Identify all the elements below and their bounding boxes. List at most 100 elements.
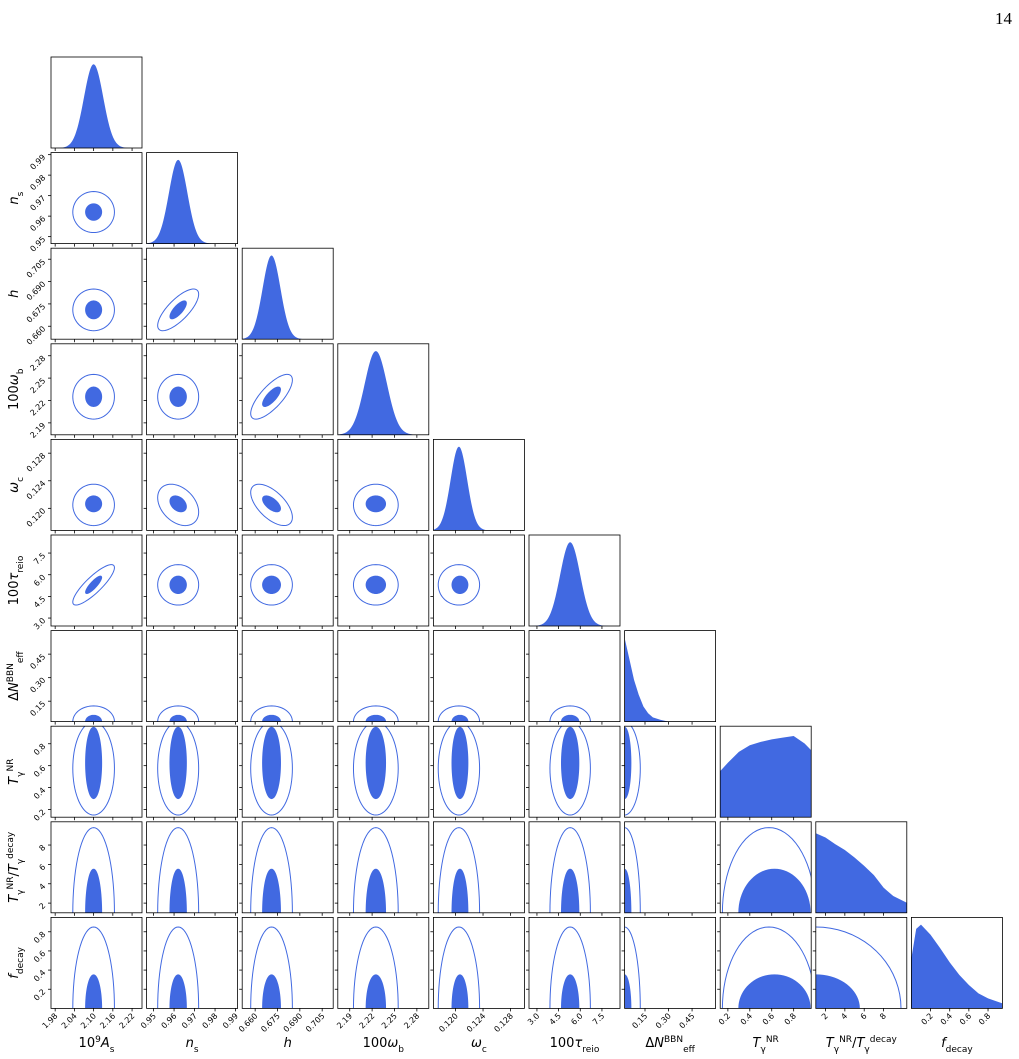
- label-part: N: [7, 682, 22, 692]
- label-part: s: [110, 1045, 115, 1055]
- panel-frame: [528, 630, 621, 722]
- panel-frame: [50, 917, 143, 1009]
- panel: [352, 564, 399, 606]
- panel: [433, 446, 501, 531]
- y-tick-label: 2: [37, 901, 47, 911]
- label-part: b: [16, 368, 26, 374]
- marginal-density: [815, 833, 907, 913]
- panel: [157, 726, 200, 816]
- axis-label: fdecay: [7, 946, 26, 978]
- contour-outer: [72, 827, 115, 913]
- contour-inner: [262, 714, 281, 722]
- contour-inner: [85, 300, 103, 320]
- contour-outer: [250, 483, 293, 527]
- contour-inner: [365, 575, 387, 595]
- label-part: 9: [95, 1035, 101, 1045]
- contour-inner: [169, 868, 187, 913]
- panel-frame: [50, 725, 143, 818]
- panel: [549, 726, 591, 816]
- axis-label: ωc: [7, 477, 26, 493]
- contour-inner: [262, 386, 281, 407]
- panel-frame: [815, 917, 908, 1009]
- y-tick-label: 3.0: [32, 616, 47, 631]
- y-tick-label: 0.675: [25, 302, 48, 325]
- y-tick-label: 2.22: [28, 399, 47, 418]
- y-tick-label: 2.28: [28, 354, 47, 373]
- panel: [51, 64, 142, 148]
- x-tick-label: 2.28: [402, 1011, 421, 1030]
- contour-outer: [250, 827, 293, 913]
- panel: [529, 542, 620, 626]
- marginal-density: [51, 64, 142, 148]
- panel: [157, 288, 200, 332]
- axis-label: ns: [7, 191, 26, 204]
- label-part: NR: [6, 759, 16, 772]
- panel-frame: [337, 343, 430, 436]
- axis-label: ωc: [471, 1036, 487, 1055]
- contour-outer: [352, 705, 399, 722]
- panel-frame: [241, 534, 334, 627]
- label-part: T: [7, 776, 22, 785]
- panel-frame: [146, 247, 239, 340]
- y-tick-label: 6: [37, 862, 47, 872]
- label-part: s: [194, 1045, 199, 1055]
- panel: [437, 726, 481, 816]
- y-tick-label: 0.8: [32, 742, 47, 757]
- x-tick-label: 0.660: [237, 1011, 260, 1034]
- label-part: f: [941, 1036, 948, 1051]
- panel: [437, 564, 481, 606]
- x-tick-label: 0.690: [282, 1011, 305, 1034]
- x-tick-label: 4.5: [548, 1011, 563, 1026]
- contour-outer: [437, 827, 481, 913]
- label-part: ω: [387, 1036, 398, 1051]
- panel-frame: [624, 917, 716, 1009]
- marginal-density: [624, 637, 669, 722]
- x-tick-label: 2.16: [98, 1011, 117, 1030]
- panel-frame: [146, 438, 239, 531]
- y-tick-label: 2.25: [28, 376, 47, 395]
- panel-frame: [815, 821, 908, 914]
- contour-inner: [169, 300, 187, 320]
- contour-inner: [169, 726, 187, 800]
- label-part: T: [7, 863, 22, 872]
- label-part: NR: [839, 1035, 852, 1045]
- panel: [250, 373, 293, 420]
- panel-frame: [624, 725, 716, 818]
- panel-frame: [146, 534, 239, 627]
- label-part: BBN: [6, 663, 16, 682]
- x-tick-label: 0.6: [958, 1011, 973, 1026]
- contour-outer: [815, 926, 902, 1009]
- contour-inner: [262, 868, 281, 913]
- x-tick-label: 2.04: [60, 1011, 79, 1030]
- label-part: γ: [834, 1045, 840, 1055]
- label-part: T: [856, 1036, 865, 1051]
- contour-outer: [250, 373, 293, 420]
- y-tick-label: 6.0: [32, 573, 47, 588]
- label-part: τ: [574, 1036, 582, 1051]
- panel-frame: [432, 821, 525, 914]
- label-part: 100: [550, 1036, 575, 1051]
- label-part: 100: [7, 581, 22, 606]
- label-part: reio: [582, 1045, 600, 1055]
- panel: [624, 637, 669, 722]
- axis-label: fdecay: [941, 1036, 973, 1055]
- label-part: Δ: [7, 692, 22, 701]
- panel: [250, 827, 293, 913]
- marginal-density: [146, 159, 238, 244]
- contour-inner: [85, 726, 103, 800]
- contour-outer: [250, 564, 293, 606]
- x-tick-label: 2.22: [358, 1011, 377, 1030]
- panel: [911, 924, 1003, 1009]
- contour-inner: [262, 575, 281, 595]
- panel: [72, 827, 115, 913]
- x-tick-label: 2.19: [335, 1011, 354, 1030]
- marginal-density: [529, 542, 620, 626]
- y-tick-label: 0.690: [25, 280, 48, 303]
- contour-inner: [365, 726, 387, 800]
- label-part: γ: [16, 771, 26, 777]
- label-part: decay: [16, 946, 26, 974]
- label-part: h: [7, 290, 22, 298]
- contour-inner: [262, 726, 281, 800]
- panel: [146, 159, 238, 244]
